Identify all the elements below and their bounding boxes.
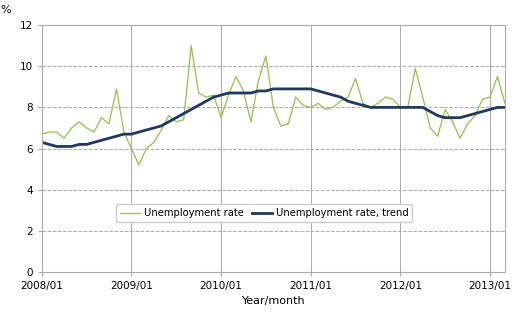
Unemployment rate, trend	[375, 105, 381, 109]
Unemployment rate	[136, 163, 142, 167]
Unemployment rate	[285, 122, 291, 126]
Legend: Unemployment rate, Unemployment rate, trend: Unemployment rate, Unemployment rate, tr…	[116, 204, 413, 222]
Unemployment rate	[196, 91, 202, 95]
Unemployment rate	[375, 101, 381, 105]
Unemployment rate	[38, 132, 45, 136]
Unemployment rate	[173, 120, 180, 124]
X-axis label: Year/month: Year/month	[241, 296, 305, 306]
Unemployment rate, trend	[270, 87, 277, 91]
Unemployment rate	[502, 101, 508, 105]
Unemployment rate, trend	[53, 144, 60, 148]
Unemployment rate	[270, 105, 277, 109]
Line: Unemployment rate: Unemployment rate	[42, 46, 505, 165]
Unemployment rate, trend	[173, 116, 180, 119]
Unemployment rate	[188, 44, 194, 48]
Text: %: %	[0, 5, 11, 15]
Unemployment rate, trend	[502, 105, 508, 109]
Unemployment rate, trend	[285, 87, 291, 91]
Unemployment rate, trend	[263, 89, 269, 93]
Unemployment rate	[494, 75, 500, 78]
Unemployment rate, trend	[38, 140, 45, 144]
Unemployment rate, trend	[494, 105, 500, 109]
Line: Unemployment rate, trend: Unemployment rate, trend	[42, 89, 505, 146]
Unemployment rate, trend	[188, 108, 194, 111]
